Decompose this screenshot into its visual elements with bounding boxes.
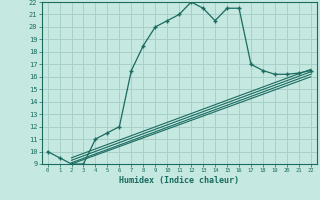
X-axis label: Humidex (Indice chaleur): Humidex (Indice chaleur) [119, 176, 239, 185]
